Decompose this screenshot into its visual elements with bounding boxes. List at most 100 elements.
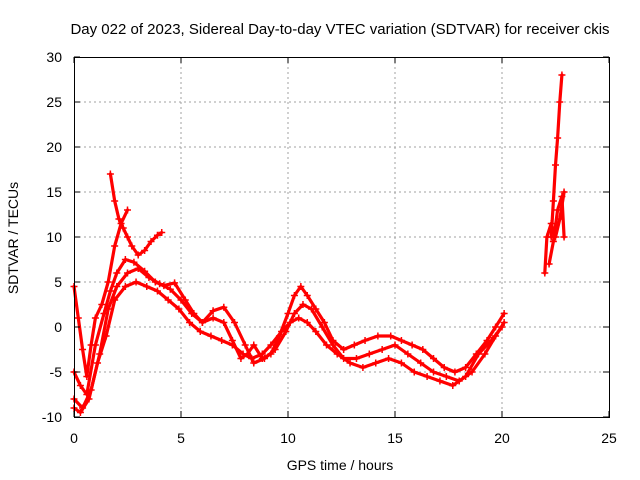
data-point xyxy=(408,341,416,349)
x-tick-label: 10 xyxy=(280,430,296,446)
x-tick-label: 25 xyxy=(601,430,617,446)
data-point xyxy=(250,341,258,349)
data-point xyxy=(94,359,102,367)
data-point xyxy=(218,337,226,344)
data-point xyxy=(248,355,256,362)
data-point xyxy=(385,355,393,362)
data-point xyxy=(130,258,138,266)
data-point xyxy=(111,296,119,304)
series-line xyxy=(72,266,506,410)
data-point xyxy=(250,359,258,367)
y-tick-label: 30 xyxy=(46,49,62,65)
data-point xyxy=(106,170,114,178)
data-point xyxy=(147,238,155,245)
data-point xyxy=(410,368,418,376)
data-point xyxy=(124,233,131,241)
series-line xyxy=(108,172,164,257)
data-point xyxy=(132,278,140,286)
data-point xyxy=(359,364,367,371)
data-point xyxy=(404,350,412,358)
data-point xyxy=(346,359,354,367)
data-point xyxy=(258,350,266,358)
data-point xyxy=(74,314,82,322)
data-point xyxy=(419,346,427,353)
data-point xyxy=(76,409,84,416)
y-tick-label: -10 xyxy=(42,409,62,425)
data-point xyxy=(449,382,457,389)
data-point xyxy=(558,193,566,200)
data-point xyxy=(220,319,228,326)
y-tick-label: 25 xyxy=(46,94,62,110)
series-line xyxy=(549,73,564,239)
y-tick-label: 15 xyxy=(46,184,62,200)
series-arc-8 xyxy=(547,71,566,241)
data-point xyxy=(462,373,470,380)
data-point xyxy=(153,231,161,239)
data-point xyxy=(397,337,405,344)
y-axis-label: SDTVAR / TECUs xyxy=(5,182,21,294)
data-point xyxy=(352,355,360,362)
data-point xyxy=(128,242,136,250)
data-point xyxy=(442,373,450,380)
data-point xyxy=(104,305,112,313)
data-point xyxy=(545,260,553,268)
data-point xyxy=(462,364,470,371)
data-point xyxy=(397,359,405,367)
data-point xyxy=(104,278,112,286)
data-point xyxy=(143,283,151,290)
data-point xyxy=(87,341,95,349)
data-point xyxy=(111,242,119,250)
data-point xyxy=(156,280,164,288)
data-point xyxy=(558,71,566,79)
data-point xyxy=(500,319,508,326)
data-point xyxy=(164,296,172,304)
y-tick-label: 10 xyxy=(46,229,62,245)
data-point xyxy=(549,197,557,205)
data-point xyxy=(286,319,294,326)
data-point xyxy=(134,251,142,259)
data-point xyxy=(295,314,303,322)
data-point xyxy=(387,332,395,340)
data-point xyxy=(320,319,328,326)
data-point xyxy=(303,292,311,299)
data-point xyxy=(209,314,217,322)
data-point xyxy=(423,373,431,380)
data-point xyxy=(378,346,386,353)
data-point xyxy=(498,323,506,331)
y-tick-label: 20 xyxy=(46,139,62,155)
data-point xyxy=(153,287,161,295)
y-tick-label: 0 xyxy=(54,319,62,335)
data-point xyxy=(98,301,106,308)
data-point xyxy=(239,350,247,358)
data-point xyxy=(106,287,114,295)
data-point xyxy=(177,296,185,304)
data-point xyxy=(83,373,91,380)
data-point xyxy=(260,355,268,362)
data-point xyxy=(323,341,331,349)
data-point xyxy=(124,206,131,214)
data-point xyxy=(451,368,459,376)
data-point xyxy=(299,301,307,308)
data-point xyxy=(209,307,217,315)
data-point xyxy=(500,310,508,317)
data-point xyxy=(547,233,555,241)
x-tick-label: 15 xyxy=(387,430,403,446)
data-point xyxy=(141,247,149,254)
data-point xyxy=(365,350,373,358)
data-point xyxy=(430,355,438,362)
data-point xyxy=(198,319,206,326)
data-point xyxy=(111,197,119,205)
data-point xyxy=(372,359,380,367)
data-point xyxy=(271,346,279,353)
data-point xyxy=(560,188,568,196)
data-point xyxy=(436,377,444,385)
data-point xyxy=(186,319,194,326)
data-point xyxy=(329,341,337,349)
data-point xyxy=(113,269,121,277)
tick-labels: 0 5 10 15 20 25 -10 -5 0 5 10 15 20 25 30 xyxy=(42,49,617,446)
y-tick-label: 5 xyxy=(54,274,62,290)
data-point xyxy=(124,269,131,277)
data-point xyxy=(333,350,341,358)
data-point xyxy=(312,328,320,335)
data-point xyxy=(278,328,286,335)
